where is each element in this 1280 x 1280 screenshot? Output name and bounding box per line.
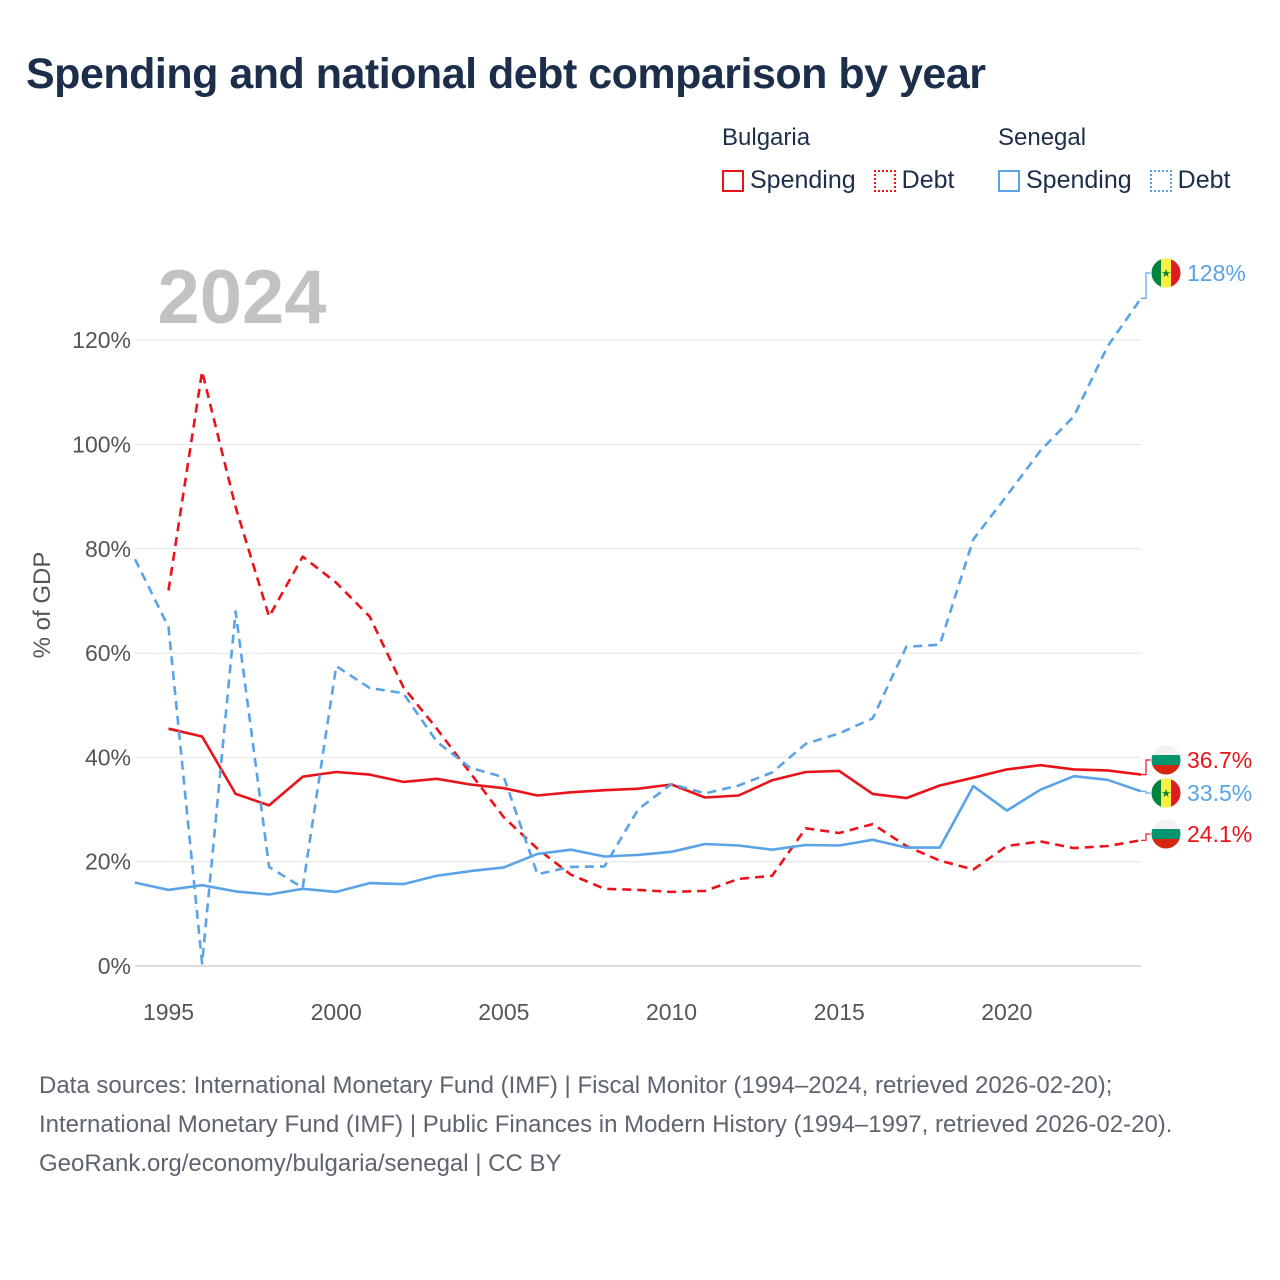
legend-label: Spending	[750, 166, 856, 194]
grid-lines	[135, 339, 1141, 967]
x-tick-label: 2000	[311, 999, 362, 1025]
end-label-bulgaria-spending: 36.7%	[1141, 744, 1252, 776]
end-label-senegal-spending: ★ 33.5%	[1141, 777, 1252, 809]
data-sources: Data sources: International Monetary Fun…	[39, 1072, 1173, 1138]
legend-item-senegal-spending[interactable]: Spending	[998, 166, 1132, 195]
end-value-label: 128%	[1187, 260, 1246, 286]
series-line	[134, 774, 1142, 896]
legend-group-senegal: Senegal Spending Debt	[998, 124, 1248, 195]
y-tick-label: 60%	[85, 640, 131, 666]
label-connector	[1141, 759, 1151, 776]
senegal-flag-icon: ★	[1150, 257, 1182, 289]
legend-item-bulgaria-debt[interactable]: Debt	[873, 166, 955, 195]
chart-title: Spending and national debt comparison by…	[26, 50, 986, 98]
series-lines	[133, 297, 1143, 965]
bulgaria-flag-icon	[1150, 744, 1182, 776]
senegal-flag-icon: ★	[1150, 777, 1182, 809]
end-value-label: 33.5%	[1187, 780, 1252, 806]
line-chart: 2024 0% 20% 40% 60% 80% 100% 120% 1995 2000 2005…	[29, 255, 1252, 1025]
y-axis-ticks: 0% 20% 40% 60% 80% 100% 120%	[72, 327, 131, 979]
end-value-label: 36.7%	[1187, 747, 1252, 773]
legend-swatch-dotted-icon	[873, 169, 896, 192]
y-axis-label: % of GDP	[29, 552, 56, 659]
series-line	[133, 297, 1143, 965]
x-tick-label: 2005	[478, 999, 529, 1025]
legend-group-name: Senegal	[998, 124, 1087, 151]
legend-label: Debt	[1177, 166, 1231, 194]
end-labels: ★ 128% 36.7% ★ 33.5% 24.1%	[1141, 257, 1252, 850]
label-connector	[1141, 790, 1151, 794]
x-tick-label: 2015	[814, 999, 865, 1025]
y-tick-label: 20%	[85, 849, 131, 875]
series-line	[167, 370, 1142, 894]
legend-swatch-solid-icon	[998, 169, 1020, 192]
legend-swatch-solid-icon	[722, 169, 744, 192]
svg-text:★: ★	[1161, 788, 1171, 800]
legend-swatch-dotted-icon	[1149, 169, 1172, 192]
svg-text:★: ★	[1161, 268, 1171, 280]
end-value-label: 24.1%	[1187, 821, 1252, 847]
y-tick-label: 120%	[72, 327, 131, 353]
label-connector	[1141, 272, 1151, 299]
x-tick-label: 2010	[646, 999, 697, 1025]
y-tick-label: 80%	[85, 536, 131, 562]
legend-item-bulgaria-spending[interactable]: Spending	[722, 166, 856, 195]
label-connector	[1141, 833, 1151, 841]
x-tick-label: 1995	[143, 999, 194, 1025]
y-tick-label: 100%	[72, 431, 131, 457]
credit-link[interactable]: GeoRank.org/economy/bulgaria/senegal | C…	[39, 1150, 562, 1177]
year-watermark: 2024	[157, 255, 326, 340]
legend-label: Debt	[901, 166, 955, 194]
x-tick-label: 2020	[981, 999, 1032, 1025]
footer: Data sources: International Monetary Fun…	[39, 1066, 1239, 1183]
legend-item-senegal-debt[interactable]: Debt	[1149, 166, 1231, 195]
y-tick-label: 0%	[98, 953, 131, 979]
legend-group-name: Bulgaria	[722, 124, 811, 151]
x-axis-ticks: 1995 2000 2005 2010 2015 2020	[143, 999, 1033, 1025]
end-label-bulgaria-debt: 24.1%	[1141, 818, 1252, 850]
series-line	[168, 727, 1142, 807]
bulgaria-flag-icon	[1150, 818, 1182, 850]
y-tick-label: 40%	[85, 744, 131, 770]
legend-group-bulgaria: Bulgaria Spending Debt	[722, 124, 972, 195]
legend-label: Spending	[1026, 166, 1132, 194]
end-label-senegal-debt: ★ 128%	[1141, 257, 1246, 299]
